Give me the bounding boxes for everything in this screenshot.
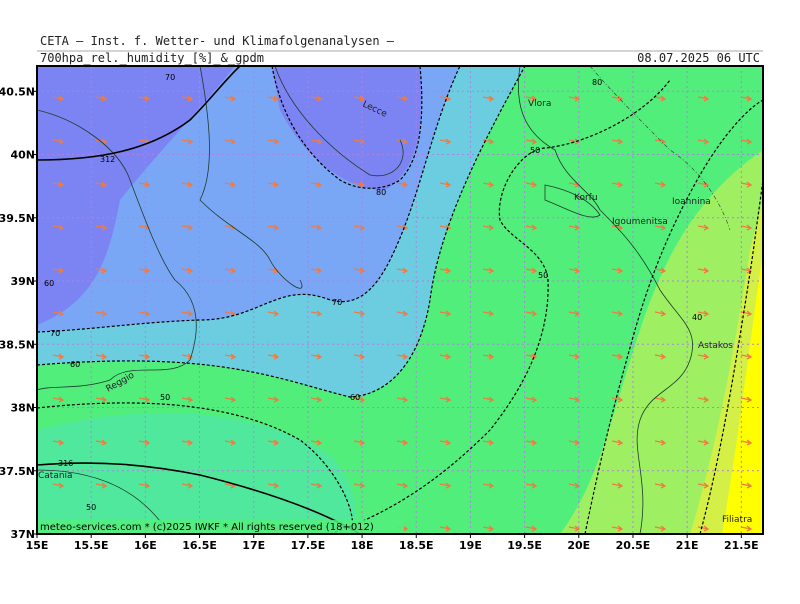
place-label: Igoumenitsa	[612, 217, 668, 227]
lat-tick-label: 39N	[10, 275, 35, 288]
contour-label: 60	[44, 279, 54, 288]
contour-label: 50	[530, 146, 540, 155]
lon-tick-label: 19E	[459, 539, 482, 552]
contour-50-west	[37, 402, 354, 534]
header-valid: 08.07.2025 06 UTC	[637, 51, 760, 65]
place-label: Astakos	[698, 341, 733, 351]
contour-30	[699, 179, 763, 534]
contour-label: 50	[538, 271, 548, 280]
coastline-taranto	[199, 66, 303, 289]
coastline-greece	[517, 66, 694, 534]
lon-tick-label: 19.5E	[507, 539, 542, 552]
map-area	[37, 66, 763, 534]
contour-label: 80	[376, 188, 386, 197]
place-label: Korfu	[574, 193, 598, 203]
contour-label: 50	[86, 503, 96, 512]
header-field: 700hpa_rel._humidity_[%]_&_gpdm	[40, 51, 264, 65]
isohypse-316	[37, 462, 361, 534]
place-label: Filiatra	[722, 515, 752, 525]
lat-tick-label: 40.5N	[0, 85, 35, 98]
coastline-calabria	[37, 109, 197, 391]
contour-label: 70	[165, 73, 175, 82]
lon-tick-label: 21E	[676, 539, 699, 552]
coastline-corfu	[544, 184, 601, 218]
contour-50-east	[329, 79, 671, 534]
contour-label: 50	[160, 393, 170, 402]
lon-tick-label: 16.5E	[182, 539, 217, 552]
lon-tick-label: 18E	[351, 539, 374, 552]
footer-credit: meteo-services.com * (c)2025 IWKF * All …	[40, 522, 374, 533]
lon-tick-label: 17.5E	[291, 539, 326, 552]
place-label: Ioannina	[672, 197, 711, 207]
lon-tick-label: 15.5E	[74, 539, 109, 552]
contour-40	[584, 99, 763, 534]
lon-tick-label: 15E	[26, 539, 49, 552]
footer-bg	[38, 520, 404, 533]
lat-tick-label: 38.5N	[0, 338, 35, 351]
lat-tick-label: 38N	[10, 402, 35, 415]
contour-label: 312	[100, 155, 115, 164]
map-frame	[36, 65, 764, 535]
contour-label: 40	[692, 313, 702, 322]
contour-label: 80	[592, 78, 602, 87]
lat-tick-label: 37N	[10, 528, 35, 541]
place-label: Catania	[38, 471, 73, 481]
place-label: Vlora	[528, 99, 551, 109]
lon-tick-label: 20.5E	[616, 539, 651, 552]
isohypse-312	[37, 66, 241, 161]
contour-60	[37, 66, 526, 398]
lon-tick-label: 18.5E	[399, 539, 434, 552]
contour-label: 316	[58, 459, 73, 468]
contour-label: 60	[350, 393, 360, 402]
lat-tick-label: 40N	[10, 149, 35, 162]
header-title: CETA – Inst. f. Wetter- und Klimafolgena…	[40, 34, 395, 48]
contour-label: 70	[332, 298, 342, 307]
lon-tick-label: 20E	[567, 539, 590, 552]
wind-arrows	[37, 66, 763, 534]
contour-label: 60	[70, 360, 80, 369]
contour-label: 70	[50, 329, 60, 338]
contour-80	[271, 66, 423, 189]
lon-tick-label: 17E	[242, 539, 265, 552]
lat-tick-label: 37.5N	[0, 465, 35, 478]
lat-tick-label: 39.5N	[0, 212, 35, 225]
contour-70	[37, 66, 461, 333]
lon-tick-label: 21.5E	[724, 539, 759, 552]
coastline-salento	[274, 66, 404, 177]
lon-tick-label: 16E	[134, 539, 157, 552]
